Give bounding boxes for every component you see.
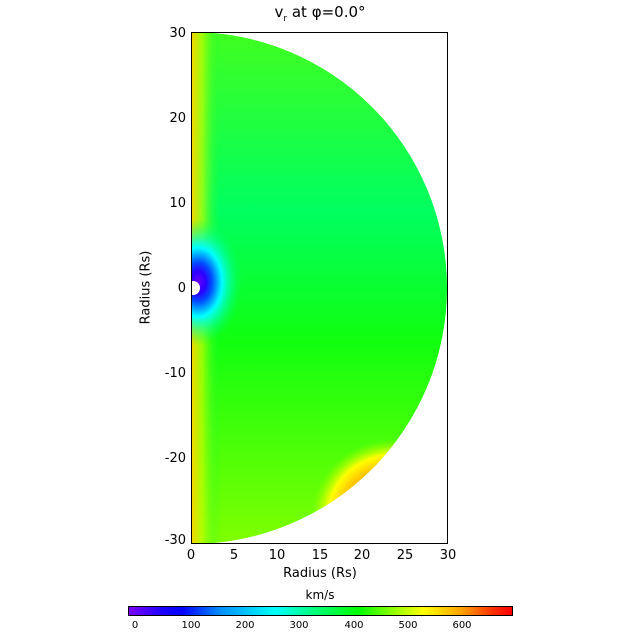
- colorbar-tick-label: 100: [181, 620, 201, 631]
- colorbar-tick-label: 400: [344, 620, 364, 631]
- y-tick-label: 0: [177, 281, 186, 296]
- x-axis-label: Radius (Rs): [283, 566, 357, 581]
- x-tick-label: 20: [353, 548, 371, 563]
- colorbar: [128, 606, 513, 616]
- x-tick-label: 25: [396, 548, 414, 563]
- y-tick-label: 10: [169, 196, 186, 211]
- y-tick-label: -20: [164, 451, 186, 466]
- y-tick-label: -10: [164, 366, 186, 381]
- y-tick-label: 20: [169, 111, 186, 126]
- x-tick-label: 5: [229, 548, 239, 563]
- heatmap-plot: [191, 32, 447, 544]
- y-tick-label: 30: [169, 26, 186, 41]
- y-axis-label: Radius (Rs): [138, 250, 154, 325]
- plot-frame: [191, 32, 448, 544]
- colorbar-tick-label: 200: [235, 620, 255, 631]
- x-tick-label: 10: [268, 548, 286, 563]
- x-tick-label: 15: [311, 548, 329, 563]
- x-tick-label: 0: [186, 548, 196, 563]
- chart-title: vr at φ=0.0°: [274, 3, 366, 24]
- colorbar-title: km/s: [305, 588, 335, 602]
- colorbar-tick-label: 600: [452, 620, 472, 631]
- colorbar-tick-label: 300: [289, 620, 309, 631]
- colorbar-tick-label: 500: [398, 620, 418, 631]
- x-tick-label: 30: [439, 548, 457, 563]
- y-tick-label: -30: [164, 533, 186, 548]
- colorbar-tick-label: 0: [131, 620, 139, 631]
